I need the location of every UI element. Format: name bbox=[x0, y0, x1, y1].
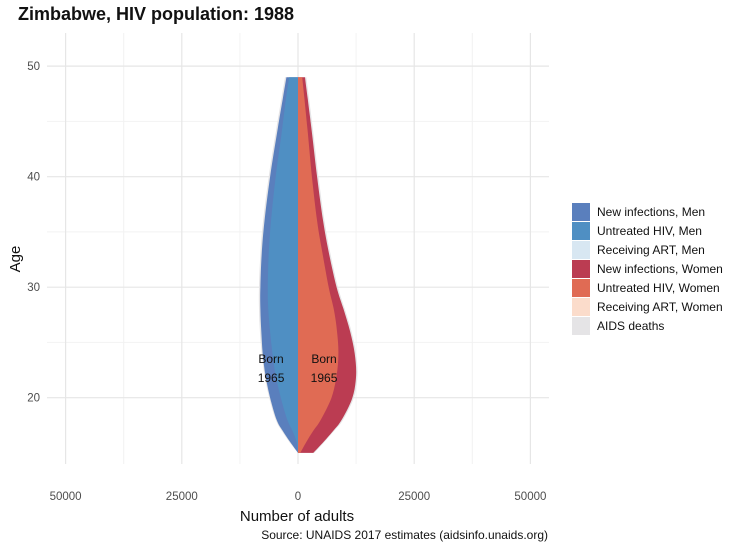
x-tick-label: 0 bbox=[295, 491, 301, 503]
legend-label: Untreated HIV, Men bbox=[597, 224, 702, 238]
annotation-line1: Born bbox=[311, 352, 336, 366]
legend-item: Untreated HIV, Women bbox=[572, 279, 723, 297]
annotations: Born 1965 Born 1965 bbox=[258, 352, 338, 385]
x-tick-label: 25000 bbox=[398, 491, 430, 503]
chart-title: Zimbabwe, HIV population: 1988 bbox=[18, 4, 295, 24]
legend-item: Receiving ART, Women bbox=[572, 298, 723, 316]
legend-label: New infections, Men bbox=[597, 205, 706, 219]
legend-label: Receiving ART, Men bbox=[597, 243, 705, 257]
y-tick-label: 20 bbox=[27, 393, 40, 405]
x-tick-label: 50000 bbox=[50, 491, 82, 503]
born-annotation: Born 1965 bbox=[258, 352, 285, 385]
annotation-line2: 1965 bbox=[311, 371, 338, 385]
axes: 50000 25000 0 25000 50000 20 30 40 50 bbox=[27, 61, 546, 503]
untreated-hiv-women-area bbox=[298, 77, 339, 453]
legend-swatch bbox=[572, 222, 590, 240]
population-shapes bbox=[258, 77, 358, 453]
legend-label: Untreated HIV, Women bbox=[597, 281, 720, 295]
legend-label: Receiving ART, Women bbox=[597, 300, 723, 314]
source-caption: Source: UNAIDS 2017 estimates (aidsinfo.… bbox=[261, 528, 548, 542]
annotation-line1: Born bbox=[258, 352, 283, 366]
legend-label: AIDS deaths bbox=[597, 319, 665, 333]
legend-item: Receiving ART, Men bbox=[572, 241, 723, 259]
legend-swatch bbox=[572, 317, 590, 335]
x-axis-label: Number of adults bbox=[240, 508, 354, 525]
legend-swatch bbox=[572, 203, 590, 221]
legend: New infections, Men Untreated HIV, Men Rec… bbox=[572, 203, 723, 336]
legend-swatch bbox=[572, 298, 590, 316]
y-tick-label: 50 bbox=[27, 61, 40, 73]
legend-swatch bbox=[572, 241, 590, 259]
legend-item: AIDS deaths bbox=[572, 317, 723, 335]
x-tick-label: 50000 bbox=[514, 491, 546, 503]
y-tick-label: 30 bbox=[27, 282, 40, 294]
y-tick-label: 40 bbox=[27, 172, 40, 184]
x-tick-label: 25000 bbox=[166, 491, 198, 503]
legend-swatch bbox=[572, 260, 590, 278]
legend-item: New infections, Women bbox=[572, 260, 723, 278]
born-annotation: Born 1965 bbox=[311, 352, 338, 385]
legend-item: Untreated HIV, Men bbox=[572, 222, 723, 240]
legend-swatch bbox=[572, 279, 590, 297]
y-axis-label: Age bbox=[7, 246, 24, 273]
legend-label: New infections, Women bbox=[597, 262, 723, 276]
legend-item: New infections, Men bbox=[572, 203, 723, 221]
annotation-line2: 1965 bbox=[258, 371, 285, 385]
untreated-hiv-men-area bbox=[267, 77, 298, 453]
